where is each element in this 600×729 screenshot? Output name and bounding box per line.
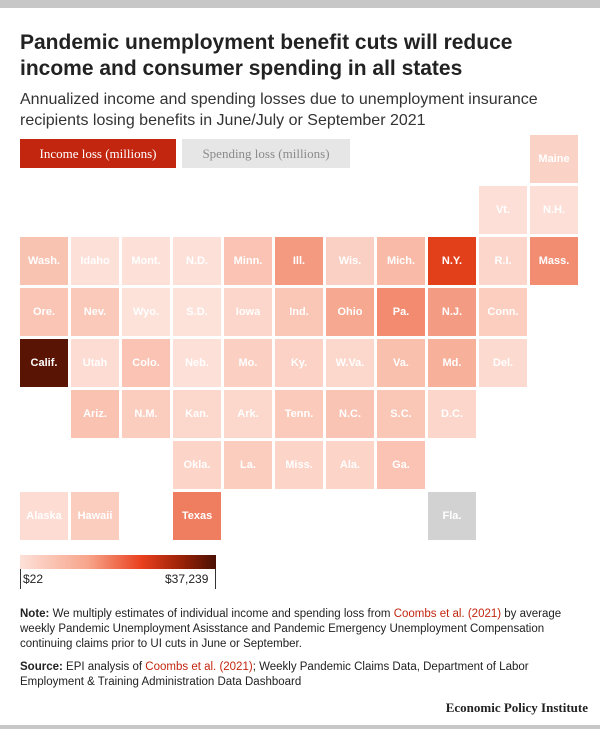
state-tile-ill[interactable]: Ill.	[275, 237, 323, 285]
state-tile-ala[interactable]: Ala.	[326, 441, 374, 489]
state-tile-neb[interactable]: Neb.	[173, 339, 221, 387]
state-tile-calif[interactable]: Calif.	[20, 339, 68, 387]
state-tile-ohio[interactable]: Ohio	[326, 288, 374, 336]
state-tile-nm[interactable]: N.M.	[122, 390, 170, 438]
state-tile-map: Maine Vt. N.H. Wash. Idaho Mont. N.D. Minn. Ill.…	[20, 135, 578, 540]
source-link[interactable]: Coombs et al. (2021)	[145, 661, 253, 673]
state-tile-alaska[interactable]: Alaska	[20, 492, 68, 540]
state-tile-nh[interactable]: N.H.	[530, 186, 578, 234]
state-tile-sc[interactable]: S.C.	[377, 390, 425, 438]
state-tile-ga[interactable]: Ga.	[377, 441, 425, 489]
legend-max-label: $37,239	[165, 572, 209, 586]
state-tile-maine[interactable]: Maine	[530, 135, 578, 183]
note-text-2: by average weekly Pandemic Unemployment …	[20, 608, 562, 650]
state-tile-nc[interactable]: N.C.	[326, 390, 374, 438]
state-tile-idaho[interactable]: Idaho	[71, 237, 119, 285]
state-tile-del[interactable]: Del.	[479, 339, 527, 387]
state-tile-wyo[interactable]: Wyo.	[122, 288, 170, 336]
state-tile-ny[interactable]: N.Y.	[428, 237, 476, 285]
note-label: Note:	[20, 608, 50, 620]
state-tile-fla[interactable]: Fla.	[428, 492, 476, 540]
state-tile-vt[interactable]: Vt.	[479, 186, 527, 234]
state-tile-wash[interactable]: Wash.	[20, 237, 68, 285]
source-label: Source:	[20, 661, 63, 673]
state-tile-dc[interactable]: D.C.	[428, 390, 476, 438]
state-tile-ariz[interactable]: Ariz.	[71, 390, 119, 438]
state-tile-kan[interactable]: Kan.	[173, 390, 221, 438]
legend-gradient-bar	[20, 555, 216, 569]
state-tile-tenn[interactable]: Tenn.	[275, 390, 323, 438]
state-tile-conn[interactable]: Conn.	[479, 288, 527, 336]
state-tile-ind[interactable]: Ind.	[275, 288, 323, 336]
legend-min-label: $22	[23, 572, 44, 586]
legend-ticks	[20, 569, 216, 589]
tab-income-loss[interactable]: Income loss (millions)	[20, 139, 176, 168]
state-tile-mont[interactable]: Mont.	[122, 237, 170, 285]
brand-logo-text: Economic Policy Institute	[445, 700, 588, 715]
chart-subtitle: Annualized income and spending losses du…	[20, 91, 538, 129]
state-tile-ri[interactable]: R.I.	[479, 237, 527, 285]
state-tile-mich[interactable]: Mich.	[377, 237, 425, 285]
state-tile-ky[interactable]: Ky.	[275, 339, 323, 387]
state-tile-okla[interactable]: Okla.	[173, 441, 221, 489]
chart-title: Pandemic unemployment benefit cuts will …	[20, 31, 513, 80]
state-tile-nj[interactable]: N.J.	[428, 288, 476, 336]
state-tile-sd[interactable]: S.D.	[173, 288, 221, 336]
top-rule	[0, 0, 600, 8]
state-tile-wva[interactable]: W.Va.	[326, 339, 374, 387]
state-tile-va[interactable]: Va.	[377, 339, 425, 387]
source-text-1: EPI analysis of	[62, 661, 146, 673]
note-text-1: We multiply estimates of individual inco…	[49, 608, 394, 620]
state-tile-hawaii[interactable]: Hawaii	[71, 492, 119, 540]
source: Source: EPI analysis of Coombs et al. (2…	[20, 660, 580, 690]
state-tile-mo[interactable]: Mo.	[224, 339, 272, 387]
state-tile-nev[interactable]: Nev.	[71, 288, 119, 336]
tab-spending-loss[interactable]: Spending loss (millions)	[182, 139, 350, 168]
note: Note: We multiply estimates of individua…	[20, 607, 580, 652]
state-tile-minn[interactable]: Minn.	[224, 237, 272, 285]
state-tile-mass[interactable]: Mass.	[530, 237, 578, 285]
state-tile-miss[interactable]: Miss.	[275, 441, 323, 489]
state-tile-texas[interactable]: Texas	[173, 492, 221, 540]
state-tile-wis[interactable]: Wis.	[326, 237, 374, 285]
state-tile-nd[interactable]: N.D.	[173, 237, 221, 285]
note-link[interactable]: Coombs et al. (2021)	[393, 608, 502, 620]
bottom-rule	[0, 725, 600, 729]
state-tile-ore[interactable]: Ore.	[20, 288, 68, 336]
state-tile-iowa[interactable]: Iowa	[224, 288, 272, 336]
source-text-2: ; Weekly Pandemic Claims Data, Departmen…	[20, 661, 529, 688]
state-tile-pa[interactable]: Pa.	[377, 288, 425, 336]
state-tile-la[interactable]: La.	[224, 441, 272, 489]
state-tile-md[interactable]: Md.	[428, 339, 476, 387]
state-tile-utah[interactable]: Utah	[71, 339, 119, 387]
state-tile-colo[interactable]: Colo.	[122, 339, 170, 387]
state-tile-ark[interactable]: Ark.	[224, 390, 272, 438]
